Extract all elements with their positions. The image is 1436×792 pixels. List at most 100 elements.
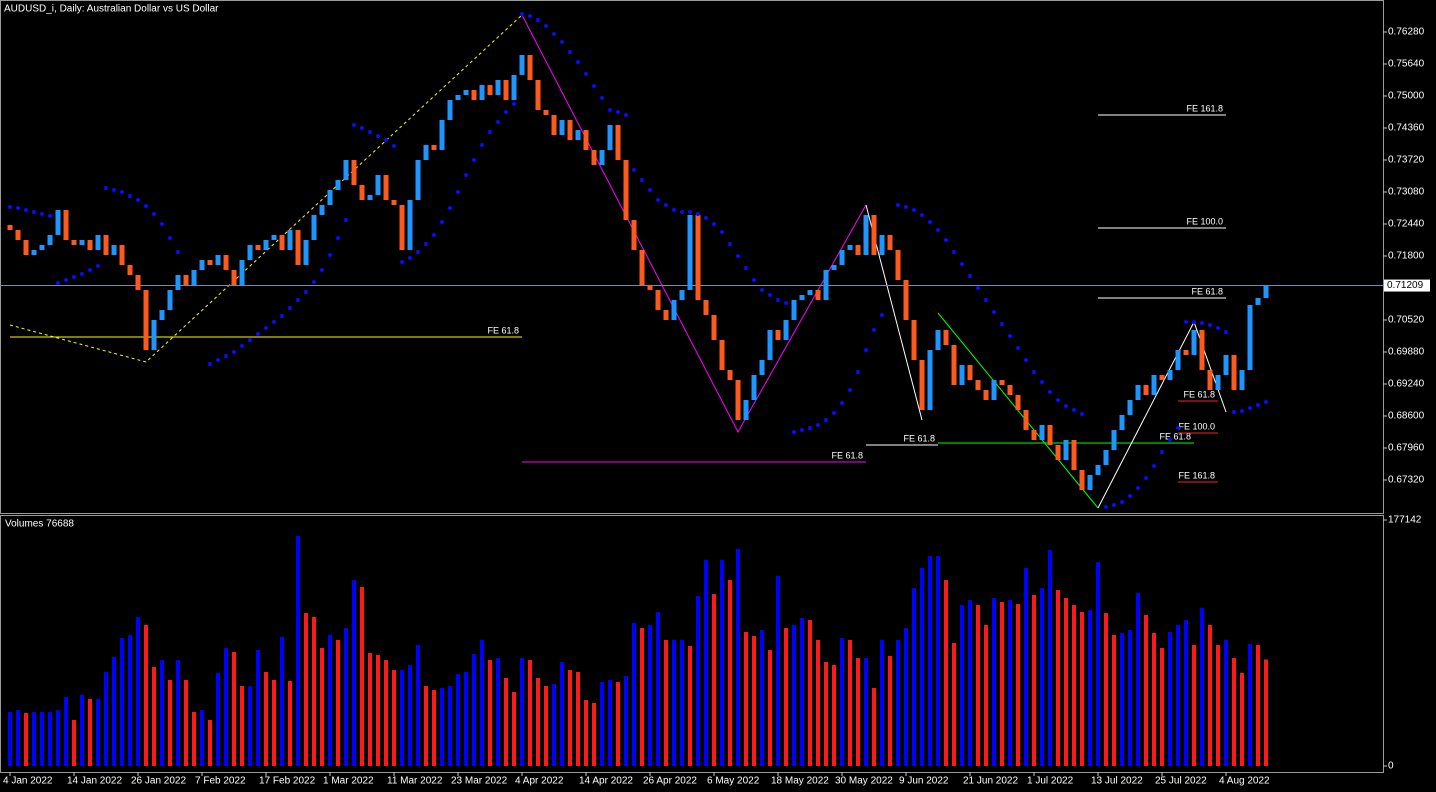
- sar-dot: [976, 286, 980, 290]
- candle-body: [719, 340, 725, 370]
- candle-body: [727, 370, 733, 380]
- sar-dot: [264, 326, 268, 330]
- volume-bar: [184, 680, 188, 766]
- sar-dot: [1104, 505, 1108, 509]
- sar-dot: [936, 228, 940, 232]
- sar-dot: [1136, 486, 1140, 490]
- volume-bar: [504, 678, 508, 766]
- volume-bar: [584, 700, 588, 766]
- volume-bar: [960, 605, 964, 766]
- volume-bar: [1256, 645, 1260, 766]
- candle-body: [1215, 375, 1221, 390]
- volume-bar: [832, 665, 836, 766]
- fe-level-label: FE 61.8: [1159, 431, 1191, 441]
- zigzag-line: [937, 312, 1099, 509]
- sar-dot: [352, 123, 356, 127]
- volume-bar: [360, 587, 364, 766]
- x-tick-label: 26 Jan 2022: [131, 776, 186, 787]
- candle-body: [87, 240, 93, 250]
- sar-dot: [368, 130, 372, 134]
- sar-dot: [288, 306, 292, 310]
- volume-bar: [840, 638, 844, 766]
- sar-dot: [1240, 409, 1244, 413]
- volume-bar: [1032, 595, 1036, 766]
- sar-dot: [32, 210, 36, 214]
- volume-bar: [1064, 598, 1068, 766]
- candle-body: [1207, 370, 1213, 390]
- fe-level-label: FE 161.8: [1178, 470, 1215, 480]
- y-tick-label: 0.76280: [1388, 27, 1425, 38]
- fe-level-label: FE 161.8: [1186, 103, 1223, 113]
- sar-dot: [800, 428, 804, 432]
- candle-body: [1223, 355, 1229, 375]
- sar-dot: [208, 362, 212, 366]
- fe-level-label: FE 61.8: [1183, 389, 1215, 399]
- volume-bar: [320, 648, 324, 766]
- volume-panel-frame: [0, 515, 1384, 773]
- sar-dot: [632, 168, 636, 172]
- candle-body: [783, 320, 789, 340]
- sar-dot: [992, 310, 996, 314]
- zigzag-line: [9, 14, 523, 363]
- volume-bar: [456, 674, 460, 766]
- sar-dot: [376, 134, 380, 138]
- sar-dot: [648, 188, 652, 192]
- volume-bar: [128, 635, 132, 766]
- candle-body: [711, 315, 717, 340]
- sar-dot: [720, 230, 724, 234]
- price-panel-frame: [0, 0, 1384, 514]
- candle-body: [487, 85, 493, 95]
- candle-body: [823, 270, 829, 300]
- volume-bar: [312, 617, 316, 766]
- sar-dot: [456, 190, 460, 194]
- volume-bar: [1112, 635, 1116, 766]
- sar-dot: [960, 262, 964, 266]
- candle-body: [599, 150, 605, 165]
- volume-bar: [256, 650, 260, 766]
- volume-bar: [1072, 605, 1076, 766]
- volume-bar: [464, 672, 468, 766]
- x-tick-label: 23 Mar 2022: [451, 776, 508, 787]
- volume-bar: [640, 628, 644, 766]
- volume-bar: [608, 680, 612, 766]
- volume-bar: [136, 617, 140, 766]
- candle-body: [1063, 440, 1069, 460]
- volume-bar: [720, 560, 724, 766]
- volume-bar: [1168, 632, 1172, 766]
- candle-body: [815, 290, 821, 300]
- volume-bar: [1136, 593, 1140, 766]
- candle-body: [335, 180, 341, 190]
- volume-bar: [848, 640, 852, 766]
- volume-bar: [448, 686, 452, 766]
- candle-body: [7, 225, 13, 230]
- volume-bar: [64, 697, 68, 766]
- volume-bar: [704, 560, 708, 766]
- candle-body: [415, 160, 421, 200]
- sar-dot: [464, 173, 468, 177]
- volume-bar: [1184, 620, 1188, 766]
- candle-body: [999, 380, 1005, 385]
- candle-body: [967, 365, 973, 380]
- candle-body: [1119, 415, 1125, 430]
- sar-dot: [768, 293, 772, 297]
- sar-dot: [952, 250, 956, 254]
- sar-dot: [1208, 323, 1212, 327]
- candle-body: [551, 115, 557, 135]
- volume-bar: [648, 625, 652, 766]
- sar-dot: [1160, 450, 1164, 454]
- chart-title: AUDUSD_i, Daily: Australian Dollar vs US…: [4, 4, 219, 15]
- volume-bar: [944, 580, 948, 766]
- volume-bar: [104, 672, 108, 766]
- sar-dot: [176, 250, 180, 254]
- candle-body: [1103, 450, 1109, 465]
- volume-bar: [856, 658, 860, 766]
- volume-bar: [968, 600, 972, 766]
- volume-bar: [88, 699, 92, 766]
- sar-dot: [680, 210, 684, 214]
- fe-level-label: FE 61.8: [903, 433, 935, 443]
- candle-body: [1183, 350, 1189, 355]
- sar-dot: [688, 210, 692, 214]
- volume-bar: [792, 625, 796, 766]
